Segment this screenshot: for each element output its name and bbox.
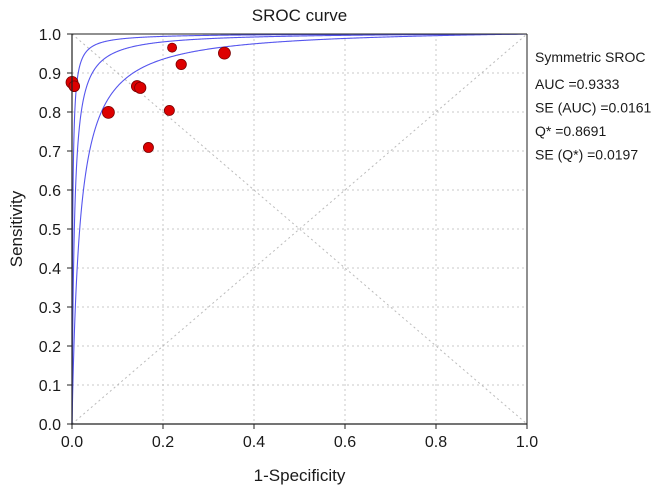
study-point-5 xyxy=(143,142,154,153)
study-point-2 xyxy=(102,105,115,119)
sroc-curve-SROC xyxy=(71,33,528,424)
study-point-9 xyxy=(218,46,231,60)
x-tick-label-0: 0.0 xyxy=(61,434,83,451)
y-axis-label: Sensitivity xyxy=(7,190,26,267)
annotation-heading: Symmetric SROC xyxy=(535,49,645,65)
study-point-4 xyxy=(134,81,147,94)
x-axis-label: 1-Specificity xyxy=(254,466,346,485)
annotation-line-3: SE (Q*) =0.0197 xyxy=(535,147,638,163)
study-points xyxy=(65,42,231,153)
x-tick-label-4: 0.8 xyxy=(425,434,447,451)
x-tick-label-3: 0.6 xyxy=(334,434,356,451)
study-point-1 xyxy=(68,80,81,93)
y-tick-label-8: 0.8 xyxy=(39,105,61,122)
x-tick-label-1: 0.2 xyxy=(152,434,174,451)
y-tick-label-1: 0.1 xyxy=(39,378,61,395)
y-tick-label-9: 0.9 xyxy=(39,66,61,83)
x-tick-label-5: 1.0 xyxy=(516,434,538,451)
axes xyxy=(71,33,528,425)
y-tick-label-5: 0.5 xyxy=(39,222,61,239)
study-point-8 xyxy=(175,58,187,71)
annotation-line-0: AUC =0.9333 xyxy=(535,76,620,92)
annotation-line-1: SE (AUC) =0.0161 xyxy=(535,100,652,116)
study-point-7 xyxy=(167,42,178,53)
study-point-6 xyxy=(163,105,175,116)
y-tick-label-2: 0.2 xyxy=(39,339,61,356)
sroc-curve-lower-bound xyxy=(71,33,528,424)
y-tick-label-10: 1.0 xyxy=(39,27,61,44)
tick-labels: 0.0 0.2 0.4 0.6 0.8 1.0 0.0 0.1 0.2 0.3 0.4 0.5 0.6 0… xyxy=(39,27,538,451)
y-tick-label-6: 0.6 xyxy=(39,183,61,200)
sroc-annotation: Symmetric SROC AUC =0.9333 SE (AUC) =0.01… xyxy=(535,49,652,163)
y-tick-label-4: 0.4 xyxy=(39,261,61,278)
y-tick-label-0: 0.0 xyxy=(39,417,61,434)
chart-title: SROC curve xyxy=(252,6,347,25)
y-tick-label-7: 0.7 xyxy=(39,144,61,161)
annotation-line-2: Q* =0.8691 xyxy=(535,123,606,139)
x-tick-label-2: 0.4 xyxy=(243,434,265,451)
y-tick-label-3: 0.3 xyxy=(39,300,61,317)
